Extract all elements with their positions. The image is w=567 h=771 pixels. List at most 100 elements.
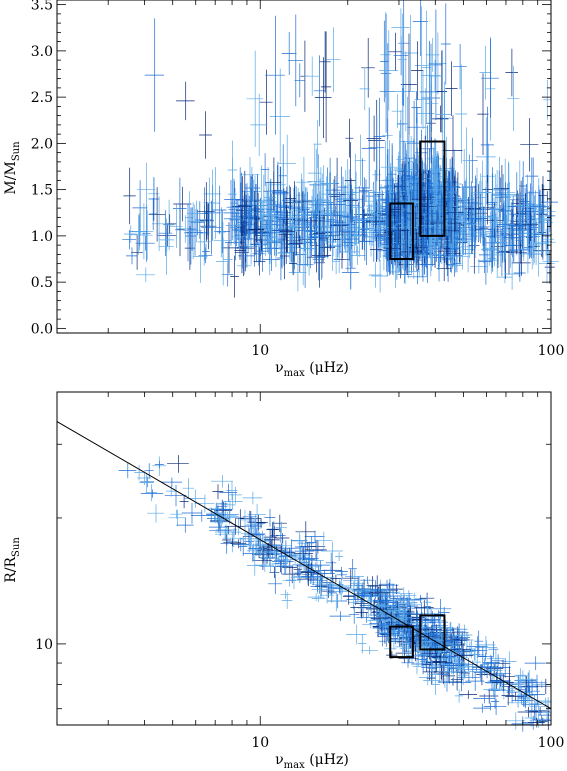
data-point <box>432 189 451 211</box>
radius-selection-boxes <box>389 614 446 659</box>
data-point <box>361 107 377 190</box>
data-point <box>412 659 422 675</box>
data-point <box>242 491 263 505</box>
data-point <box>526 157 540 228</box>
data-point <box>431 105 449 133</box>
data-point <box>197 218 211 266</box>
data-point <box>518 693 531 707</box>
data-point <box>379 43 396 140</box>
data-point <box>380 13 392 133</box>
data-point <box>314 233 329 280</box>
data-point <box>375 604 388 619</box>
data-point <box>210 167 220 240</box>
data-point <box>397 88 409 160</box>
data-point <box>437 657 450 673</box>
data-point <box>345 568 364 586</box>
data-point <box>414 6 429 125</box>
data-point <box>282 565 302 584</box>
data-point <box>275 528 286 543</box>
data-point <box>193 230 208 283</box>
data-point <box>303 549 316 571</box>
data-point <box>214 502 232 520</box>
data-point <box>517 706 539 718</box>
data-point <box>505 48 518 97</box>
data-point <box>480 660 489 669</box>
data-point <box>462 127 471 193</box>
data-point <box>250 93 268 156</box>
data-point <box>222 493 243 510</box>
data-point <box>486 167 498 238</box>
data-point <box>331 591 342 612</box>
data-point <box>473 694 495 704</box>
data-point <box>511 250 531 276</box>
data-point <box>525 202 535 258</box>
data-point <box>483 684 506 695</box>
radius-x-axis-label: νmax (μHz) <box>275 752 349 771</box>
data-point <box>395 637 410 658</box>
y-tick-label: 2.0 <box>31 136 53 152</box>
data-point <box>436 193 448 217</box>
data-point <box>350 153 360 232</box>
data-point <box>403 643 414 663</box>
data-point <box>248 541 264 556</box>
data-point <box>291 531 307 551</box>
data-point <box>421 137 441 211</box>
data-point <box>299 244 307 286</box>
data-point <box>314 57 332 138</box>
data-point <box>136 267 155 282</box>
data-point <box>124 225 138 243</box>
data-point <box>419 181 438 246</box>
data-point <box>141 210 153 260</box>
data-point <box>236 509 245 528</box>
data-point <box>379 30 398 111</box>
data-point <box>313 55 325 127</box>
data-point <box>230 223 248 250</box>
data-point <box>262 546 279 560</box>
x-tick-label: 10 <box>251 735 269 751</box>
data-point <box>478 236 491 273</box>
data-point <box>511 716 534 732</box>
data-point <box>442 217 459 244</box>
data-point <box>173 186 192 222</box>
data-point <box>368 114 385 181</box>
data-point <box>354 584 371 604</box>
data-point <box>132 180 148 236</box>
data-point <box>505 712 526 730</box>
data-point <box>266 210 276 265</box>
data-point <box>212 185 227 235</box>
data-point <box>538 176 548 215</box>
data-point <box>465 671 485 691</box>
data-point <box>307 593 324 602</box>
data-point <box>504 229 523 262</box>
data-point <box>350 598 371 617</box>
radius-y-label-subscript: Sun <box>11 537 22 557</box>
data-point <box>263 227 272 253</box>
data-point <box>453 650 474 661</box>
data-point <box>401 165 421 238</box>
data-point <box>223 242 233 277</box>
data-point <box>310 560 330 570</box>
data-point <box>440 3 451 85</box>
x-tick-label: 100 <box>538 343 565 359</box>
data-point <box>477 73 489 155</box>
data-point <box>430 674 440 695</box>
data-point <box>222 534 232 546</box>
data-point <box>474 193 487 244</box>
data-point <box>359 67 370 111</box>
data-point <box>543 80 552 120</box>
data-point <box>290 572 309 584</box>
data-point <box>519 681 539 694</box>
data-point <box>419 246 435 283</box>
data-point <box>478 646 487 667</box>
data-point <box>332 248 340 275</box>
data-point <box>251 524 265 546</box>
data-point <box>230 255 239 298</box>
data-point <box>295 542 315 560</box>
data-point <box>529 212 540 243</box>
data-point <box>320 219 340 245</box>
data-point <box>272 539 293 553</box>
data-point <box>154 460 164 469</box>
data-point <box>223 180 239 246</box>
data-point <box>259 233 280 264</box>
data-point <box>185 207 197 265</box>
